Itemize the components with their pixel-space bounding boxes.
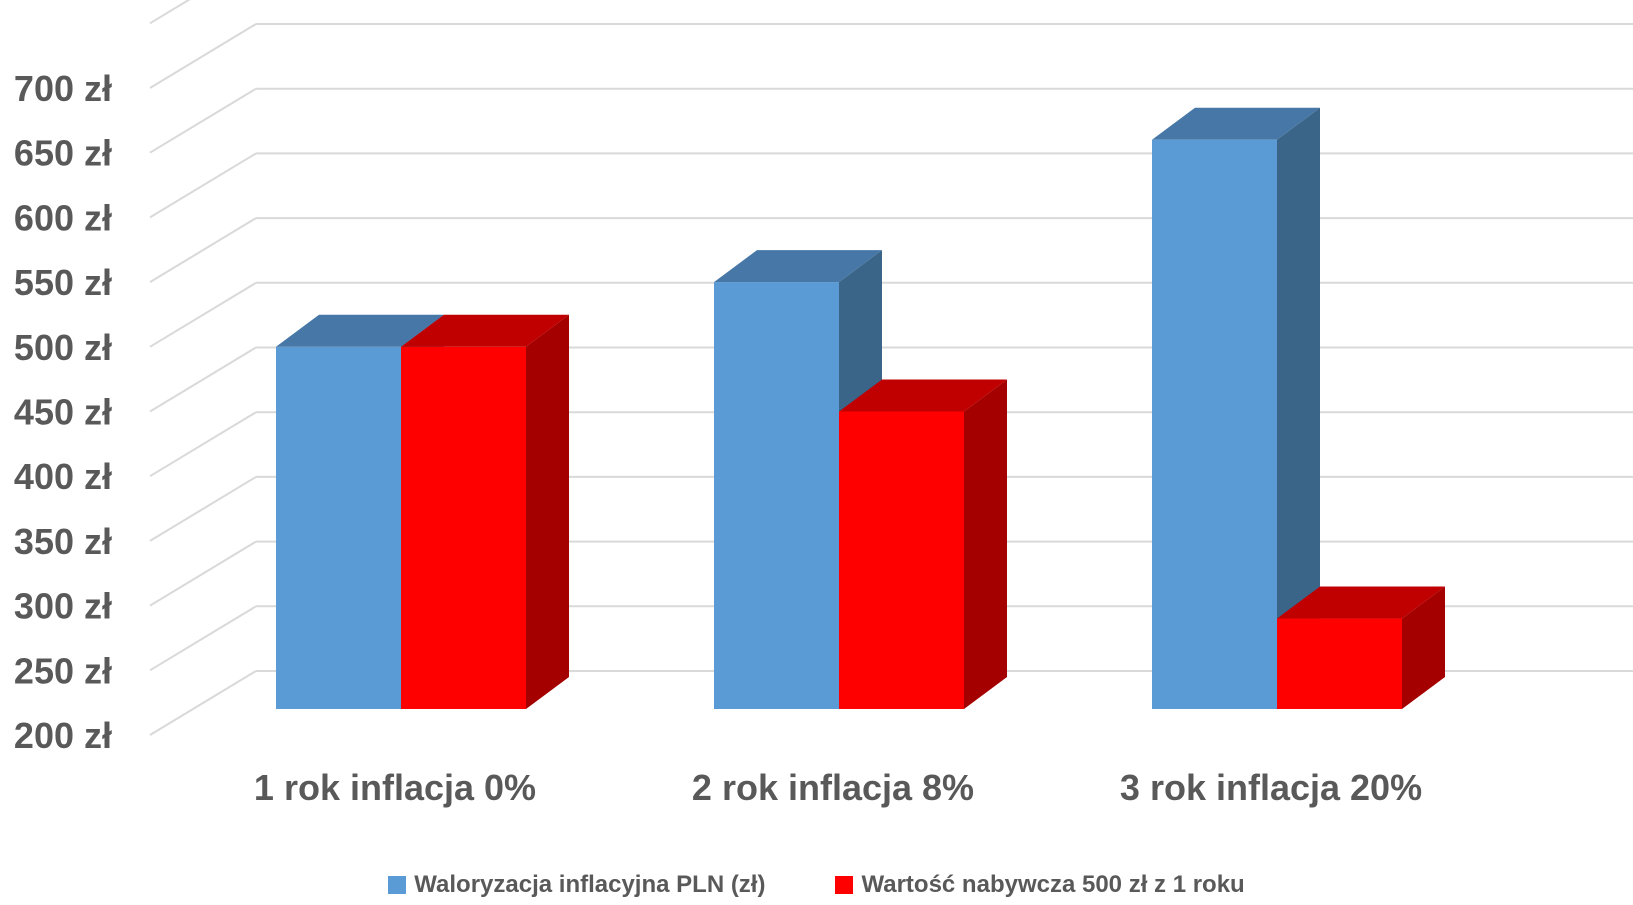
bar-front — [714, 282, 839, 709]
gridline-depth — [149, 23, 257, 89]
bar-1-3 — [1152, 107, 1320, 709]
x-category-label: 3 rok inflacja 20% — [1120, 767, 1422, 808]
legend-label-series-1: Waloryzacja inflacyjna PLN (zł) — [414, 871, 766, 898]
bar-top — [401, 314, 569, 347]
bar-2-2 — [839, 379, 1007, 709]
gridline-depth — [149, 670, 257, 736]
gridline-depth — [149, 540, 257, 607]
bar-top — [276, 314, 444, 347]
y-tick-label: 200 zł — [14, 715, 112, 756]
bar-top — [839, 379, 1007, 412]
legend-swatch-series-2 — [835, 876, 854, 894]
gridline-depth — [149, 0, 191, 25]
bars — [276, 107, 1445, 709]
y-tick-label: 550 zł — [14, 262, 112, 303]
y-tick-label: 650 zł — [14, 133, 112, 174]
bar-top — [714, 250, 882, 283]
bar-side — [526, 314, 569, 709]
bar-front — [401, 346, 526, 709]
x-category-label: 1 rok inflacja 0% — [254, 767, 536, 808]
gridline-depth — [149, 476, 257, 542]
y-tick-label: 450 zł — [14, 392, 112, 433]
legend-label-series-2: Wartość nabywcza 500 zł z 1 roku — [861, 871, 1245, 898]
gridline-depth — [149, 411, 257, 478]
gridline-depth — [149, 605, 257, 672]
y-axis: 200 zł 250 zł 300 zł 350 zł 400 zł 450 zł 500 … — [14, 68, 112, 756]
legend-item-series-1: Waloryzacja inflacyjna PLN (zł) — [388, 871, 765, 899]
bar-side — [964, 379, 1007, 709]
gridline-depth — [149, 152, 257, 219]
y-tick-label: 400 zł — [14, 456, 112, 497]
x-axis: 1 rok inflacja 0% 2 rok inflacja 8% 3 rok … — [254, 767, 1422, 808]
bar-2-1 — [401, 314, 569, 709]
bar-front — [1152, 139, 1277, 709]
bar-top — [1152, 107, 1320, 140]
legend-item-series-2: Wartość nabywcza 500 zł z 1 roku — [835, 871, 1245, 899]
x-category-label: 2 rok inflacja 8% — [692, 767, 974, 808]
gridline-depth — [149, 281, 257, 348]
legend: Waloryzacja inflacyjna PLN (zł) Wartość … — [0, 870, 1633, 900]
bar-top — [1277, 586, 1445, 619]
gridline-depth — [149, 217, 257, 283]
y-tick-label: 700 zł — [14, 68, 112, 109]
bar-front — [276, 346, 401, 709]
y-tick-label: 600 zł — [14, 197, 112, 238]
bar-front — [1277, 618, 1402, 709]
bar-side — [1277, 107, 1320, 709]
y-tick-label: 300 zł — [14, 586, 112, 627]
legend-swatch-series-1 — [388, 876, 407, 894]
y-tick-label: 500 zł — [14, 327, 112, 368]
gridline-depth — [149, 87, 257, 154]
bar-front — [839, 411, 964, 709]
bar-side — [1402, 586, 1445, 709]
gridline-depth — [149, 346, 257, 413]
y-tick-label: 350 zł — [14, 521, 112, 562]
y-tick-label: 250 zł — [14, 650, 112, 691]
bar-2-3 — [1277, 586, 1445, 709]
